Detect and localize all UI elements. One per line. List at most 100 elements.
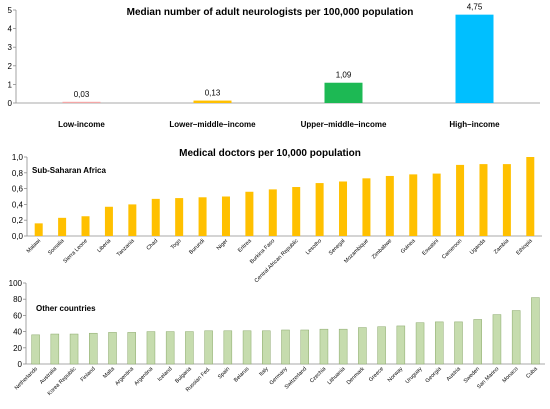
chart2-bar [245, 191, 254, 236]
chart1-category-label: Lower–middle–income [169, 120, 256, 129]
chart3-bar [204, 330, 213, 365]
chart2-bar [432, 173, 441, 236]
chart3-bar [108, 332, 117, 365]
chart2-region-label: Sub-Saharan Africa [32, 166, 106, 175]
chart1-data-label: 0,13 [205, 89, 221, 98]
chart1-category-label: Low-income [58, 120, 105, 129]
chart3-category-label: Netherlands [14, 366, 39, 391]
chart2-bar [409, 174, 418, 236]
chart3-category-label: Georgia [425, 366, 444, 385]
chart3-category-label: Malta [102, 366, 116, 380]
chart1-y-tick-label: 2 [8, 62, 13, 71]
chart2-category-label: Zambia [493, 238, 511, 256]
chart2-category-label: Niger [216, 238, 230, 252]
chart2-category-label: Tanzania [116, 238, 136, 258]
chart3-category-label: Greece [368, 366, 385, 383]
chart3-bar [300, 329, 309, 365]
chart2-bar [175, 198, 184, 236]
chart2-bar [268, 189, 277, 236]
chart3-bar [31, 334, 40, 365]
chart2-category-label: Sierra Leone [62, 238, 89, 265]
chart3-bar [223, 330, 233, 365]
chart3-category-label: Lithuania [327, 366, 348, 387]
chart2-category-label: Senegal [328, 238, 347, 257]
chart1-bar [455, 14, 494, 103]
chart2-bar [526, 157, 535, 236]
chart3-bar [473, 319, 482, 365]
chart3-category-label: Argentina [133, 366, 155, 388]
chart1-y-tick-label: 4 [8, 25, 13, 34]
chart3-bar [281, 329, 290, 365]
chart2-bar [34, 223, 43, 236]
chart2-bar [479, 164, 488, 236]
chart2-bar [502, 164, 511, 236]
chart3-bar [262, 330, 271, 365]
chart3-category-label: Austria [446, 366, 463, 383]
chart2-y-tick-label: 1,0 [12, 153, 24, 162]
chart3-category-label: Spain [217, 366, 231, 380]
chart2-category-label: Uganda [469, 238, 488, 257]
chart2-category-label: Cameroon [441, 238, 463, 260]
chart3-category-label: Monaco [501, 366, 519, 384]
chart3-bar [358, 327, 367, 365]
chart3-y-tick-label: 20 [13, 344, 22, 353]
chart3-bar [492, 314, 502, 365]
chart3-bar [531, 297, 540, 365]
chart2-category-label: Ethiopia [515, 238, 534, 257]
chart3-category-label: Argentina [114, 366, 136, 388]
chart3-bar [69, 333, 79, 365]
chart2-y-tick-label: 0,6 [12, 185, 24, 194]
chart3-y-tick-label: 100 [9, 279, 23, 288]
chart3-bar [146, 331, 156, 365]
chart3-bar [338, 328, 348, 365]
chart2-category-label: Liberia [96, 238, 113, 255]
chart3-bar [89, 332, 98, 365]
chart2-bar [198, 197, 207, 236]
chart2-category-label: Eswatini [421, 238, 440, 257]
chart2-bar [221, 196, 230, 236]
chart3-bar [127, 332, 136, 365]
chart3-y-tick-label: 80 [13, 295, 22, 304]
chart2-category-label: Somalia [47, 238, 66, 257]
chart2-category-label: Central African Republic [254, 238, 300, 284]
chart3-bar [165, 331, 175, 365]
chart2-category-label: Guinea [400, 238, 417, 255]
chart2-bar [81, 216, 90, 236]
chart2-category-label: Lesotho [305, 238, 323, 256]
chart2-category-label: Togo [170, 238, 183, 251]
other-doctors-chart: Other countries 0 20 40 60 80 100 Netherlands… [9, 279, 545, 397]
chart2-bar [456, 164, 465, 236]
chart2-bar [58, 217, 67, 236]
chart2-bar [292, 187, 301, 236]
chart3-bar [242, 330, 252, 365]
chart2-y-tick-label: 0,0 [12, 232, 24, 241]
chart2-y-tick-label: 0,4 [12, 200, 24, 209]
chart2-bar [128, 204, 137, 236]
chart3-bar [50, 333, 60, 365]
chart1-title: Median number of adult neurologists per … [127, 7, 414, 18]
chart1-y-tick-label: 1 [8, 80, 13, 89]
chart3-category-label: Finland [80, 366, 97, 383]
ssa-doctors-chart: Medical doctors per 10,000 population Su… [12, 148, 542, 284]
chart1-category-label: High–income [449, 120, 500, 129]
chart3-y-tick-label: 40 [13, 328, 22, 337]
chart1-y-tick-label: 0 [8, 99, 13, 108]
chart2-bar [151, 198, 160, 236]
chart3-y-tick-label: 0 [18, 360, 23, 369]
chart2-bar [315, 183, 324, 236]
chart1-y-tick-label: 3 [8, 43, 13, 52]
chart3-bar [377, 326, 386, 365]
chart2-category-label: Malawi [26, 238, 42, 254]
chart3-category-label: Iceland [157, 366, 174, 383]
neurologists-chart: Median number of adult neurologists per … [8, 3, 540, 129]
chart3-bar [511, 310, 521, 365]
chart2-bar [362, 178, 371, 236]
chart3-category-label: Italy [258, 366, 270, 378]
chart1-data-label: 4,75 [467, 3, 483, 12]
chart1-data-label: 1,09 [336, 71, 352, 80]
chart3-category-label: Sweden [463, 366, 481, 384]
chart3-category-label: Cuba [525, 366, 539, 380]
chart1-bar [324, 82, 363, 103]
chart2-bar [385, 175, 394, 236]
